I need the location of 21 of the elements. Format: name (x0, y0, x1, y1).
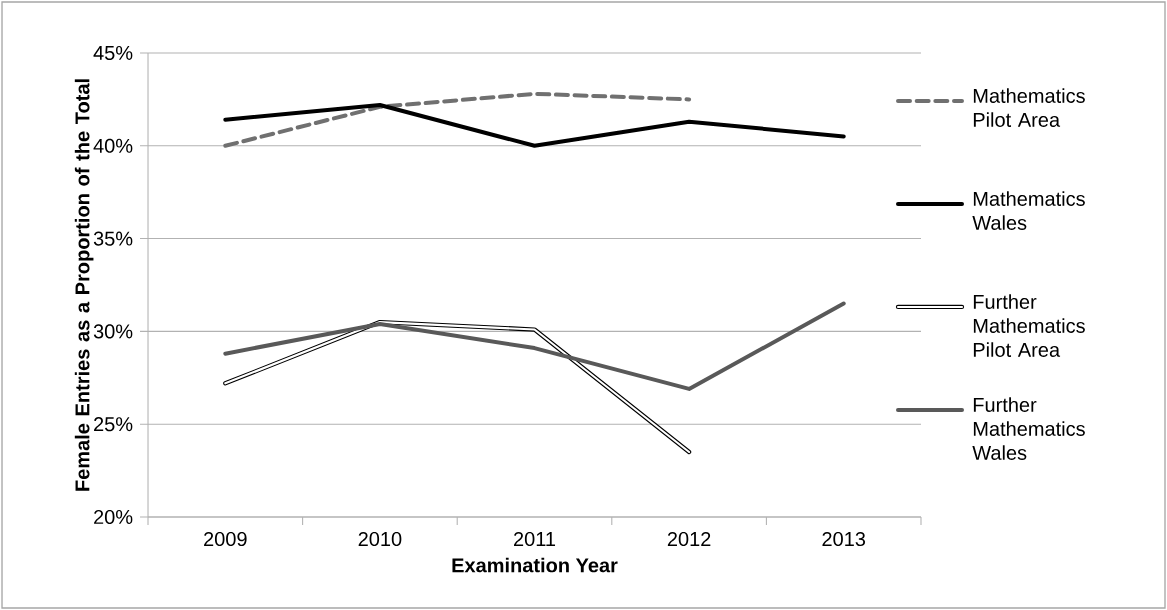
y-tick-label: 25% (94, 417, 133, 432)
x-tick-label: 2011 (514, 531, 556, 547)
y-tick-label: 45% (93, 45, 133, 61)
x-tick-label: 2009 (204, 531, 247, 547)
legend-label: Further Mathematics Wales (972, 397, 1085, 460)
x-tick-label: 2012 (667, 531, 711, 547)
x-tick-label: 2013 (822, 531, 866, 547)
legend-label: Further Mathematics Pilot Area (973, 294, 1085, 357)
line-series (223, 91, 692, 148)
legend-label: Mathematics Pilot Area (973, 88, 1085, 127)
legend-label: Mathematics Wales (972, 191, 1085, 230)
line-series (223, 102, 846, 148)
x-tick-label: 2010 (358, 531, 402, 547)
y-tick-label: 30% (93, 324, 133, 339)
y-tick-label: 35% (93, 231, 133, 246)
y-tick-label: 20% (94, 509, 133, 525)
y-axis-title: Female Entries as a Proportion of the Total (74, 79, 94, 491)
line-series (223, 319, 692, 455)
x-axis-title: Examination Year (452, 557, 618, 573)
y-tick-label: 40% (93, 138, 133, 153)
line-series (223, 301, 846, 391)
